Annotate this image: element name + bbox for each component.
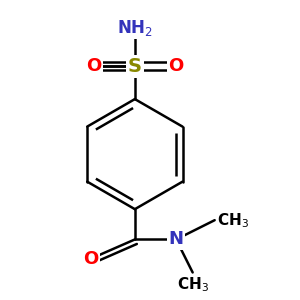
Text: NH$_2$: NH$_2$ (117, 17, 153, 38)
Text: S: S (128, 57, 142, 76)
Text: O: O (83, 250, 98, 268)
Text: N: N (169, 230, 184, 248)
Text: CH$_3$: CH$_3$ (177, 275, 208, 294)
Text: O: O (86, 57, 101, 75)
Text: CH$_3$: CH$_3$ (218, 211, 249, 230)
Text: O: O (169, 57, 184, 75)
